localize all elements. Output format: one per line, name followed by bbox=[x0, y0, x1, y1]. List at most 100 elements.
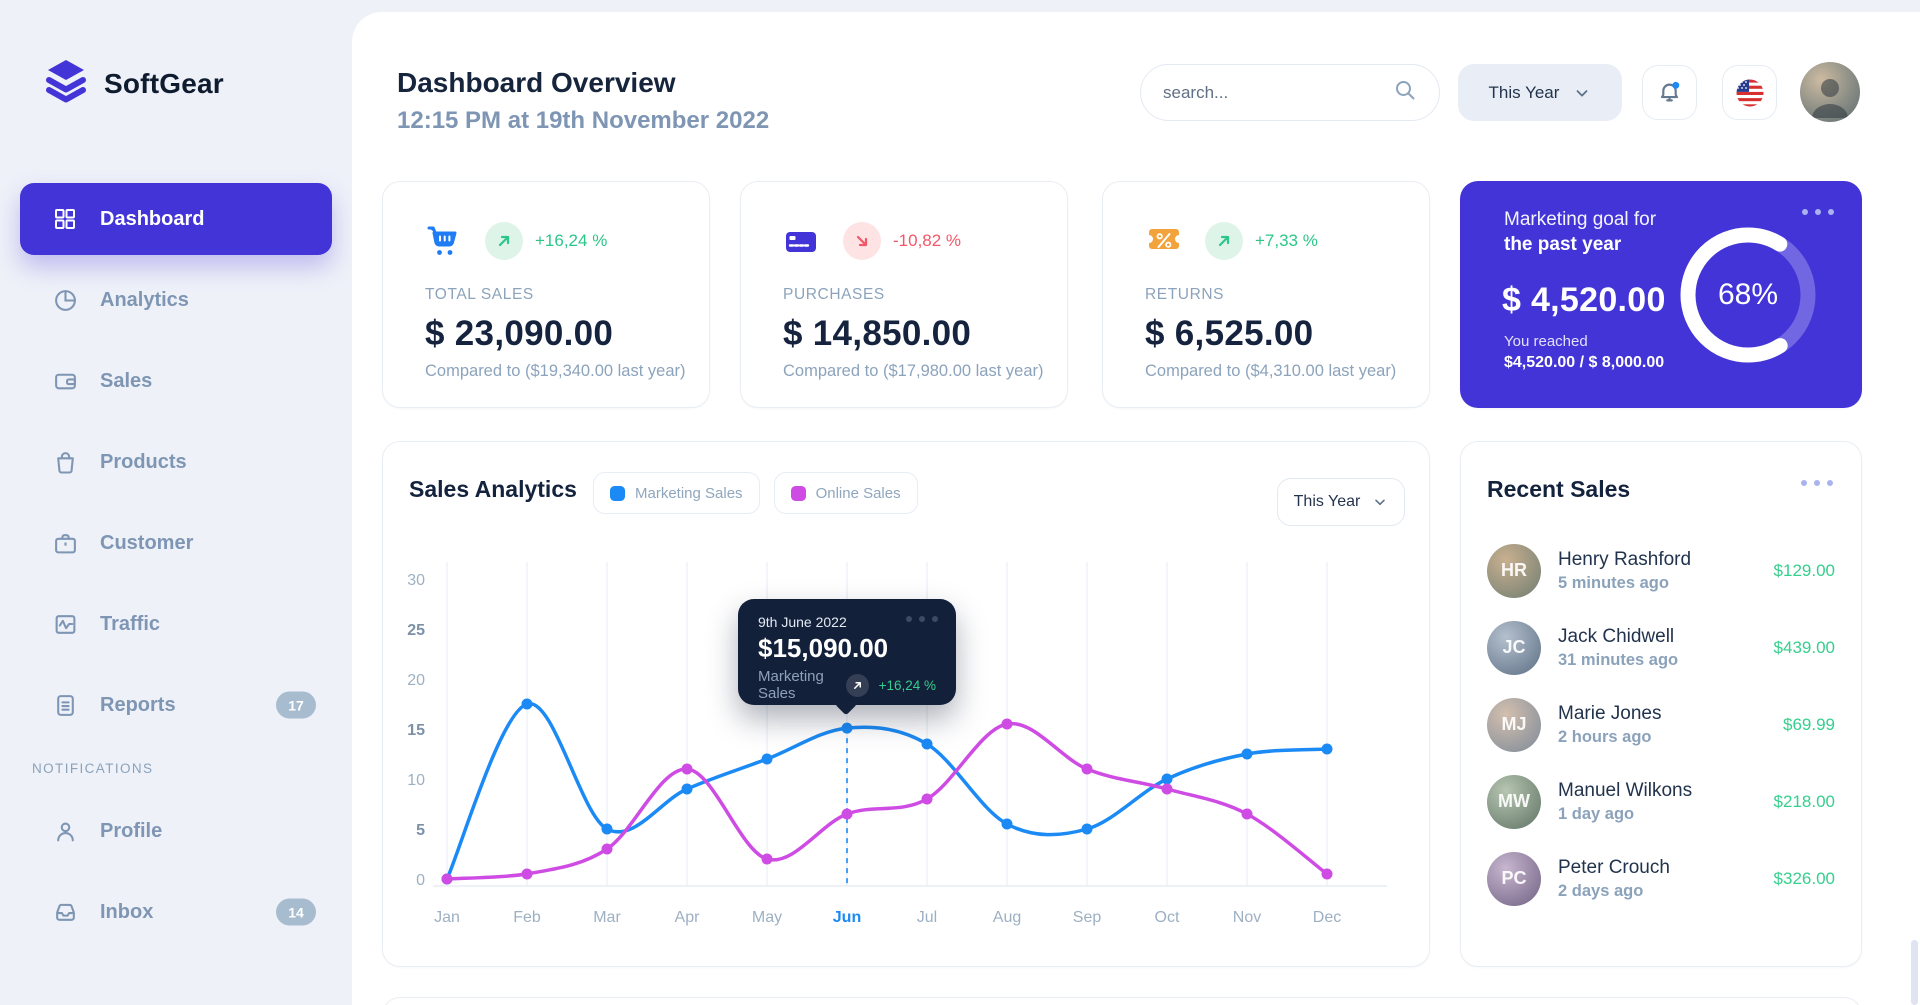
brand-logo: SoftGear bbox=[44, 58, 224, 109]
us-flag-icon bbox=[1736, 79, 1763, 106]
svg-text:Oct: Oct bbox=[1155, 909, 1180, 926]
delta-value: -10,82 % bbox=[893, 231, 962, 250]
sale-row[interactable]: HR Henry Rashford 5 minutes ago $129.00 bbox=[1461, 532, 1861, 609]
recent-sales-list: HR Henry Rashford 5 minutes ago $129.00 … bbox=[1461, 532, 1861, 917]
sidebar-item-sales[interactable]: Sales bbox=[20, 345, 332, 417]
scrollbar[interactable] bbox=[1911, 940, 1918, 1005]
stat-label: PURCHASES bbox=[783, 286, 885, 303]
delta-indicator: +7,33 % bbox=[1205, 222, 1318, 260]
sale-time: 5 minutes ago bbox=[1558, 573, 1669, 592]
customer-name: Manuel Wilkons bbox=[1558, 779, 1693, 801]
sidebar-item-label: Profile bbox=[100, 819, 163, 842]
sale-row[interactable]: MJ Marie Jones 2 hours ago $69.99 bbox=[1461, 686, 1861, 763]
sidebar-item-dashboard[interactable]: Dashboard bbox=[20, 183, 332, 255]
page-subtitle: 12:15 PM at 19th November 2022 bbox=[397, 107, 770, 134]
avatar: JC bbox=[1487, 620, 1541, 675]
line-chart[interactable]: 0 5 10 15 20 25 30 Jan Feb Mar Apr May Jun Jul Aug Sep O… bbox=[397, 538, 1407, 938]
customer-name: Peter Crouch bbox=[1558, 856, 1670, 878]
search-icon[interactable] bbox=[1393, 78, 1417, 107]
legend-online-sales[interactable]: Online Sales bbox=[773, 472, 918, 514]
svg-text:10: 10 bbox=[407, 772, 425, 789]
tooltip-date: 9th June 2022 bbox=[758, 614, 847, 630]
svg-text:25: 25 bbox=[407, 622, 425, 639]
cart-icon bbox=[425, 224, 461, 265]
sidebar-item-analytics[interactable]: Analytics bbox=[20, 264, 332, 336]
recent-sales-card: Recent Sales HR Henry Rashford 5 minutes… bbox=[1460, 441, 1862, 967]
sale-time: 2 hours ago bbox=[1558, 727, 1652, 746]
ellipsis-menu-icon[interactable] bbox=[1802, 209, 1834, 215]
sale-amount: $129.00 bbox=[1773, 560, 1835, 580]
goal-progress-donut: 68% bbox=[1672, 219, 1824, 371]
user-avatar[interactable] bbox=[1800, 62, 1860, 122]
sale-amount: $69.99 bbox=[1783, 714, 1835, 734]
period-select-chart[interactable]: This Year bbox=[1277, 478, 1405, 526]
reports-count-badge: 17 bbox=[276, 691, 316, 719]
stat-card-purchases: -10,82 % PURCHASES $ 14,850.00 Compared … bbox=[740, 181, 1068, 408]
main-panel: Dashboard Overview 12:15 PM at 19th Nove… bbox=[352, 12, 1920, 1005]
svg-text:Mar: Mar bbox=[593, 909, 621, 926]
chart-tooltip: 9th June 2022 $15,090.00 Marketing Sales… bbox=[738, 599, 956, 705]
sidebar-item-traffic[interactable]: Traffic bbox=[20, 588, 332, 660]
stat-value: $ 6,525.00 bbox=[1145, 314, 1314, 353]
goal-title-line1: Marketing goal for bbox=[1504, 209, 1657, 230]
sidebar-item-products[interactable]: Products bbox=[20, 426, 332, 498]
page-title: Dashboard Overview bbox=[397, 67, 676, 98]
sale-amount: $218.00 bbox=[1773, 791, 1835, 811]
recent-sales-title: Recent Sales bbox=[1487, 476, 1631, 502]
avatar: HR bbox=[1487, 543, 1541, 598]
sale-row[interactable]: PC Peter Crouch 2 days ago $326.00 bbox=[1461, 840, 1861, 917]
period-select-header[interactable]: This Year bbox=[1458, 64, 1622, 121]
sidebar-item-label: Analytics bbox=[100, 288, 189, 311]
language-flag-button[interactable] bbox=[1722, 65, 1777, 120]
stat-label: TOTAL SALES bbox=[425, 286, 534, 303]
sidebar-item-customer[interactable]: Customer bbox=[20, 507, 332, 579]
bell-icon bbox=[1660, 81, 1680, 102]
search-input[interactable] bbox=[1163, 82, 1393, 103]
customer-name: Henry Rashford bbox=[1558, 548, 1692, 570]
goal-percent-label: 68% bbox=[1717, 278, 1779, 311]
user-icon bbox=[52, 818, 78, 844]
stat-card-returns: +7,33 % RETURNS $ 6,525.00 Compared to (… bbox=[1102, 181, 1430, 408]
ellipsis-menu-icon[interactable] bbox=[906, 616, 938, 622]
sale-row[interactable]: JC Jack Chidwell 31 minutes ago $439.00 bbox=[1461, 609, 1861, 686]
sidebar-item-profile[interactable]: Profile bbox=[20, 795, 332, 867]
credit-card-icon bbox=[783, 224, 819, 265]
wallet-icon bbox=[52, 368, 78, 394]
svg-text:Jan: Jan bbox=[434, 909, 460, 926]
search-box bbox=[1140, 64, 1440, 121]
avatar: MW bbox=[1487, 774, 1541, 829]
chart-legend: Marketing Sales Online Sales bbox=[593, 472, 918, 514]
svg-text:Dec: Dec bbox=[1313, 909, 1341, 926]
sidebar-item-reports[interactable]: Reports 17 bbox=[20, 669, 332, 741]
svg-text:30: 30 bbox=[407, 572, 425, 589]
next-section-card-partial bbox=[382, 997, 1862, 1005]
delta-value: +16,24 % bbox=[535, 231, 608, 250]
sidebar-item-label: Sales bbox=[100, 369, 153, 392]
svg-text:Sep: Sep bbox=[1073, 909, 1102, 926]
goal-reached-value: $4,520.00 / $ 8,000.00 bbox=[1504, 354, 1665, 371]
customer-name: Jack Chidwell bbox=[1558, 625, 1675, 647]
arrow-up-right-icon bbox=[1205, 222, 1243, 260]
svg-text:20: 20 bbox=[407, 672, 425, 689]
inbox-icon bbox=[52, 899, 78, 925]
sidebar-menu: Dashboard Analytics Sales bbox=[20, 183, 332, 957]
arrow-up-right-icon bbox=[845, 673, 869, 697]
goal-title-line2: the past year bbox=[1504, 234, 1622, 255]
sidebar-item-inbox[interactable]: Inbox 14 bbox=[20, 876, 332, 948]
sidebar-item-label: Customer bbox=[100, 531, 194, 554]
notifications-button[interactable] bbox=[1642, 65, 1697, 120]
notifications-section-label: NOTIFICATIONS bbox=[32, 761, 154, 776]
legend-marketing-sales[interactable]: Marketing Sales bbox=[593, 472, 760, 514]
shopping-bag-icon bbox=[52, 449, 78, 475]
delta-indicator: -10,82 % bbox=[843, 222, 961, 260]
arrow-up-right-icon bbox=[485, 222, 523, 260]
dashboard-grid-icon bbox=[52, 206, 78, 232]
sidebar-item-label: Dashboard bbox=[100, 207, 205, 230]
ellipsis-menu-icon[interactable] bbox=[1801, 480, 1833, 486]
svg-text:5: 5 bbox=[416, 822, 425, 839]
legend-dot-blue bbox=[610, 485, 625, 501]
customer-name: Marie Jones bbox=[1558, 702, 1662, 724]
sale-row[interactable]: MW Manuel Wilkons 1 day ago $218.00 bbox=[1461, 763, 1861, 840]
delta-value: +7,33 % bbox=[1255, 231, 1318, 250]
period-select-value: This Year bbox=[1293, 493, 1361, 510]
